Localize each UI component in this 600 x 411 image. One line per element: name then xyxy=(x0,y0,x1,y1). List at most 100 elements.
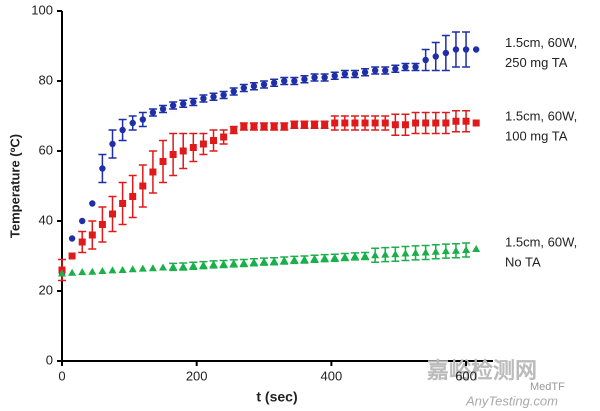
x-tick-label: 200 xyxy=(186,368,208,383)
point xyxy=(149,168,157,176)
point xyxy=(78,268,87,276)
watermark: 嘉峪检测网 xyxy=(427,358,537,383)
legend-label: 1.5cm, 60W, xyxy=(505,234,577,249)
point xyxy=(331,119,339,127)
point xyxy=(411,248,420,256)
point xyxy=(169,151,177,158)
y-tick-label: 80 xyxy=(39,72,53,87)
point xyxy=(200,95,207,102)
point xyxy=(401,121,409,129)
point xyxy=(371,251,380,259)
point xyxy=(472,119,480,127)
point xyxy=(98,221,106,228)
point xyxy=(79,217,86,225)
point xyxy=(441,247,450,255)
point xyxy=(472,245,481,252)
point xyxy=(472,46,480,53)
point xyxy=(169,102,177,109)
point xyxy=(311,121,319,129)
point xyxy=(139,116,147,123)
watermark: AnyTesting.com xyxy=(465,393,558,408)
point xyxy=(240,84,248,92)
x-tick-label: 400 xyxy=(321,368,343,383)
point xyxy=(260,81,268,88)
point xyxy=(219,260,228,268)
point xyxy=(68,235,76,242)
point xyxy=(422,56,429,64)
point xyxy=(88,267,97,275)
point xyxy=(371,67,379,74)
y-tick-label: 100 xyxy=(31,2,53,17)
point xyxy=(129,193,137,200)
y-tick-label: 20 xyxy=(39,282,53,297)
point xyxy=(190,98,197,106)
point xyxy=(301,76,308,83)
point xyxy=(361,69,369,76)
point xyxy=(249,258,258,266)
point xyxy=(442,49,450,57)
point xyxy=(381,119,389,127)
point xyxy=(361,252,370,259)
point xyxy=(138,264,147,272)
point xyxy=(230,88,237,95)
y-tick-label: 0 xyxy=(46,352,53,367)
legend-label: 1.5cm, 60W, xyxy=(505,35,577,50)
point xyxy=(462,246,471,254)
point xyxy=(139,182,147,190)
point xyxy=(98,267,107,275)
point xyxy=(391,121,399,129)
point xyxy=(381,250,390,258)
point xyxy=(351,70,359,78)
point xyxy=(451,246,460,254)
point xyxy=(220,91,227,99)
point xyxy=(260,123,268,130)
point xyxy=(210,93,217,100)
point xyxy=(421,248,430,256)
point xyxy=(68,268,77,276)
point xyxy=(159,263,168,271)
point xyxy=(189,261,198,269)
point xyxy=(68,252,76,260)
point xyxy=(311,74,318,81)
point xyxy=(320,254,329,262)
point xyxy=(290,121,298,129)
point xyxy=(452,117,460,125)
point xyxy=(432,53,439,60)
point xyxy=(402,63,409,71)
point xyxy=(270,79,278,86)
point xyxy=(109,140,116,148)
point xyxy=(321,121,329,129)
point xyxy=(392,65,399,72)
point xyxy=(209,260,218,268)
point xyxy=(119,200,127,207)
point xyxy=(149,109,157,116)
point xyxy=(350,252,359,260)
x-axis-label: t (sec) xyxy=(256,389,297,405)
point xyxy=(280,256,289,264)
point xyxy=(119,126,126,134)
point xyxy=(250,123,258,130)
point xyxy=(260,257,269,265)
point xyxy=(179,262,188,270)
point xyxy=(88,231,96,239)
point xyxy=(270,257,279,265)
point xyxy=(129,119,136,127)
point xyxy=(199,261,208,269)
point xyxy=(391,250,400,258)
point xyxy=(108,266,117,274)
x-tick-label: 0 xyxy=(58,368,65,383)
point xyxy=(239,259,248,266)
point xyxy=(431,247,440,255)
point xyxy=(462,117,470,125)
point xyxy=(180,100,187,107)
point xyxy=(99,165,106,172)
point xyxy=(189,144,197,151)
point xyxy=(169,262,178,270)
point xyxy=(199,140,207,148)
point xyxy=(432,119,440,127)
point xyxy=(452,46,460,53)
point xyxy=(281,77,288,85)
point xyxy=(58,269,66,277)
point xyxy=(220,133,228,141)
